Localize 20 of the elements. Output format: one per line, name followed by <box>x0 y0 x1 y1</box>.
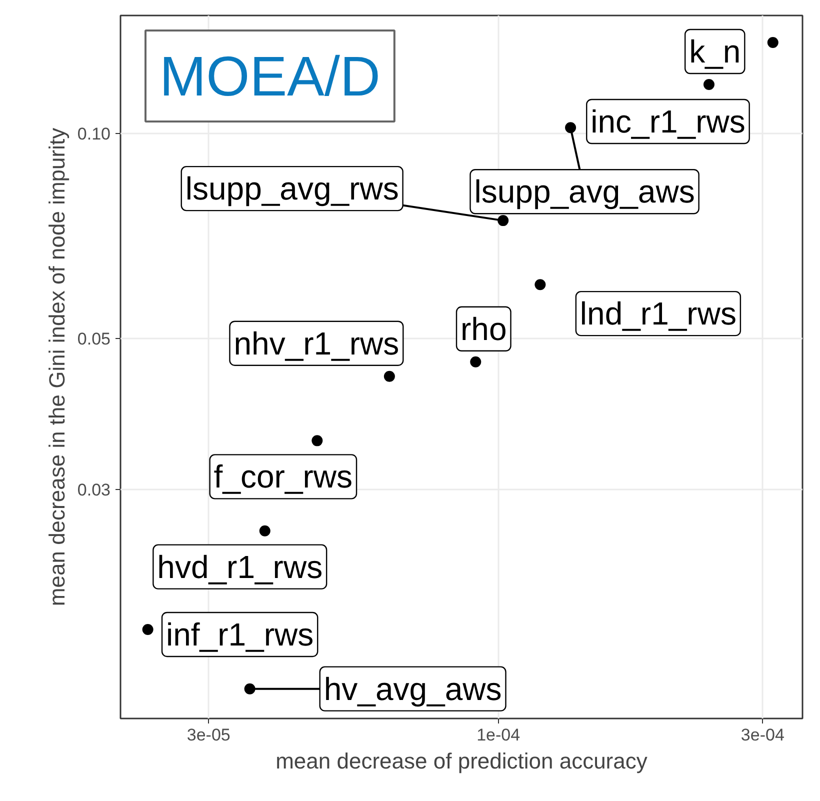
y-tick-label: 0.05 <box>77 330 111 349</box>
annotation: f_cor_rws <box>214 458 353 495</box>
x-tick-label: 1e-04 <box>476 726 520 744</box>
x-axis-title: mean decrease of prediction accuracy <box>276 748 648 774</box>
annotation: lsupp_avg_aws <box>474 174 695 210</box>
x-tick-label: 3e-04 <box>740 726 784 744</box>
x-tick-label: 3e-05 <box>186 726 230 744</box>
annotation: MOEA/D <box>160 44 380 108</box>
annotation: hv_avg_aws <box>324 670 502 707</box>
annotation: inc_r1_rws <box>590 104 746 140</box>
annotation: nhv_r1_rws <box>234 325 400 362</box>
annotation: lsupp_avg_rws <box>185 170 399 207</box>
annotation: k_n <box>689 34 741 70</box>
y-tick-label: 0.03 <box>77 480 111 500</box>
annotation: lnd_r1_rws <box>580 296 736 332</box>
annotation: rho <box>460 310 507 347</box>
y-axis-title: mean decrease in the Gini index of node impurity <box>44 128 70 606</box>
y-tick-label: 0.10 <box>77 124 111 144</box>
annotation: inf_r1_rws <box>166 616 314 652</box>
annotation: hvd_r1_rws <box>157 548 323 585</box>
